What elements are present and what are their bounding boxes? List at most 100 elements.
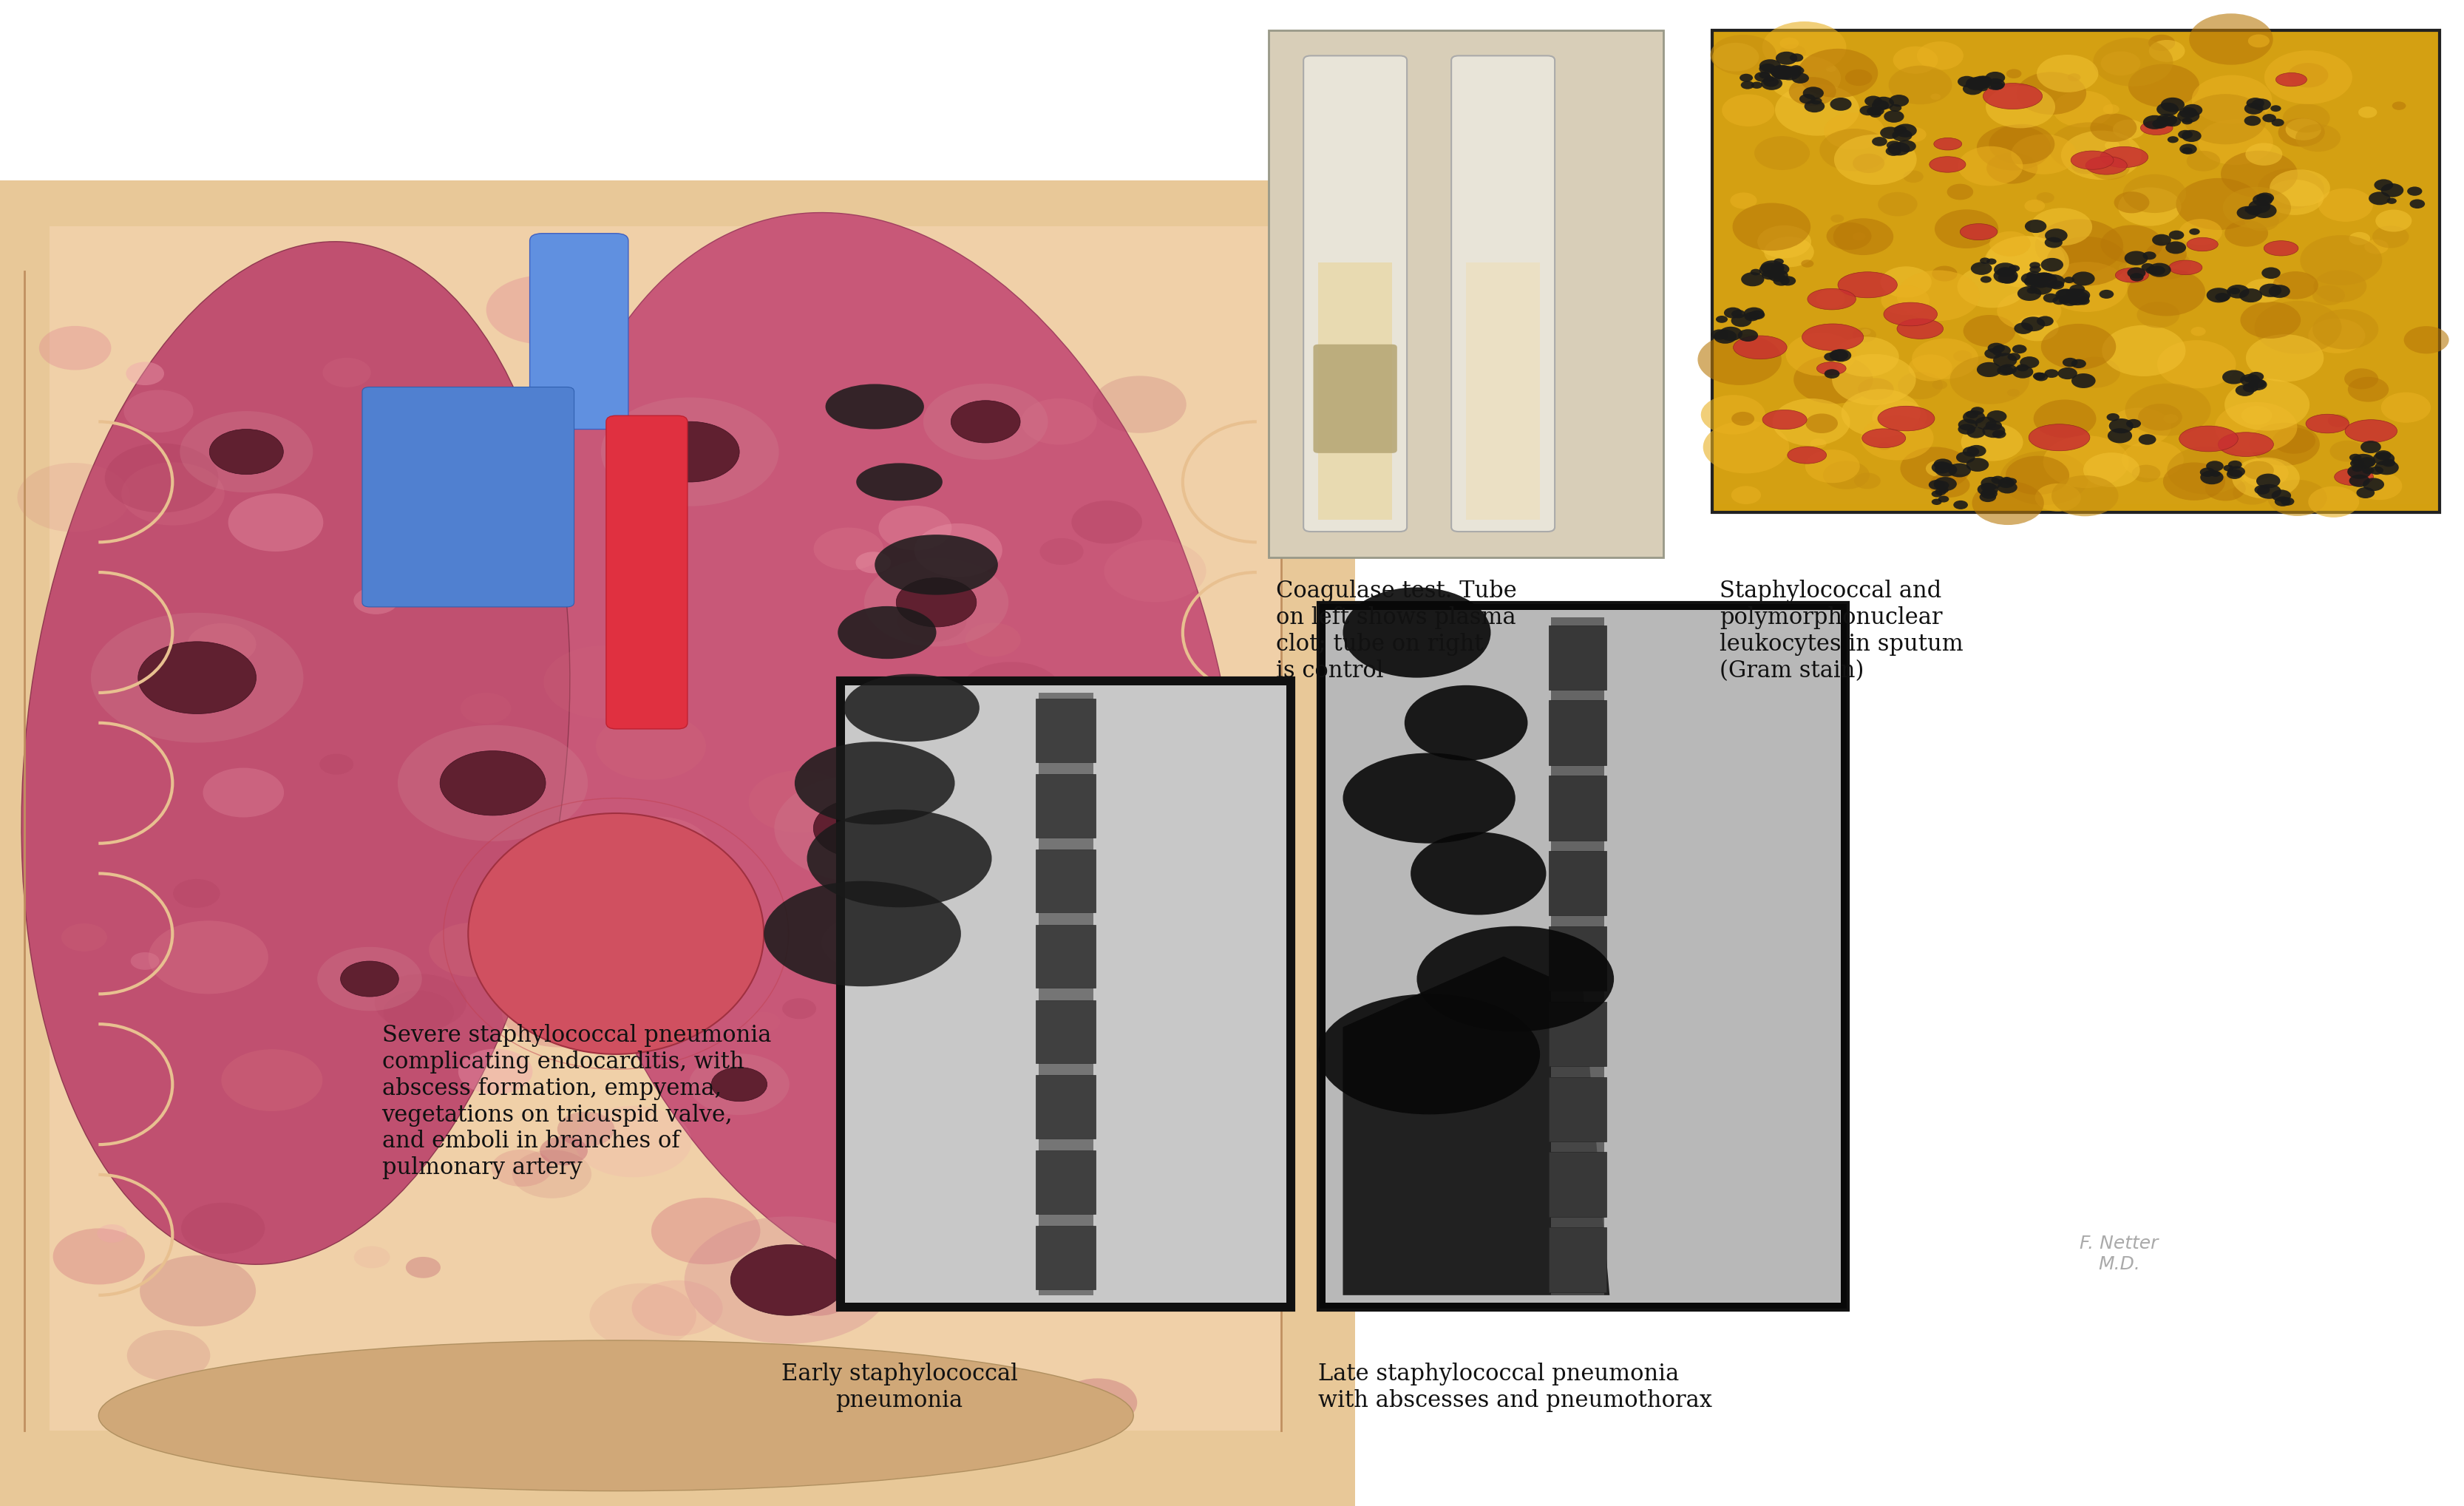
Circle shape — [2363, 467, 2375, 474]
Circle shape — [2072, 271, 2094, 286]
Circle shape — [2348, 376, 2388, 402]
Circle shape — [2035, 483, 2082, 512]
Circle shape — [1932, 267, 1956, 282]
Circle shape — [2407, 187, 2422, 196]
Circle shape — [813, 527, 885, 571]
Circle shape — [1993, 268, 2018, 283]
Circle shape — [2252, 380, 2267, 389]
Circle shape — [1720, 327, 1742, 340]
Circle shape — [1902, 170, 1924, 182]
Circle shape — [2067, 289, 2089, 301]
Circle shape — [2161, 98, 2186, 111]
Circle shape — [2178, 108, 2200, 123]
FancyBboxPatch shape — [1550, 776, 1607, 840]
Circle shape — [62, 923, 106, 952]
Circle shape — [2023, 276, 2043, 288]
Circle shape — [2102, 51, 2141, 75]
Circle shape — [2264, 50, 2353, 104]
Circle shape — [1868, 107, 1882, 116]
Circle shape — [2070, 357, 2119, 389]
Circle shape — [2269, 285, 2289, 298]
Circle shape — [2181, 148, 2193, 154]
Circle shape — [1966, 426, 1986, 438]
Circle shape — [2043, 274, 2065, 288]
Circle shape — [2188, 14, 2274, 65]
Circle shape — [1986, 86, 2055, 128]
FancyBboxPatch shape — [1035, 699, 1096, 762]
Circle shape — [939, 687, 1037, 747]
Circle shape — [2255, 301, 2341, 354]
Circle shape — [712, 1068, 766, 1101]
Circle shape — [2144, 252, 2156, 259]
Circle shape — [934, 977, 988, 1009]
Circle shape — [1774, 69, 1789, 80]
Circle shape — [1772, 264, 1789, 276]
Circle shape — [1932, 498, 1942, 505]
Circle shape — [1712, 330, 1737, 343]
Circle shape — [2067, 288, 2080, 297]
Circle shape — [1779, 276, 1796, 286]
Circle shape — [2001, 450, 2089, 505]
Circle shape — [2272, 428, 2316, 453]
Circle shape — [1890, 104, 1902, 111]
Circle shape — [1791, 66, 1804, 75]
Circle shape — [2030, 262, 2040, 268]
Circle shape — [1870, 110, 1882, 117]
Circle shape — [1774, 273, 1786, 280]
Circle shape — [1772, 399, 1850, 446]
Circle shape — [2178, 130, 2193, 139]
Circle shape — [1887, 140, 1902, 149]
Circle shape — [1759, 72, 1769, 78]
Circle shape — [1811, 98, 1821, 104]
Circle shape — [2060, 294, 2080, 306]
Circle shape — [1715, 316, 1727, 322]
Circle shape — [2373, 226, 2410, 248]
Circle shape — [2282, 497, 2294, 506]
Circle shape — [2065, 277, 2075, 283]
Circle shape — [1799, 48, 1878, 98]
Circle shape — [1964, 410, 1986, 423]
FancyBboxPatch shape — [1712, 30, 2439, 512]
Circle shape — [1929, 93, 1942, 99]
Text: Early staphylococcal
pneumonia: Early staphylococcal pneumonia — [781, 1363, 1018, 1413]
Circle shape — [2363, 477, 2385, 491]
Circle shape — [1961, 423, 2023, 461]
Circle shape — [2198, 119, 2272, 166]
Circle shape — [1828, 349, 1848, 361]
Circle shape — [1020, 399, 1096, 444]
Circle shape — [2242, 458, 2289, 488]
Circle shape — [2114, 191, 2149, 214]
Circle shape — [2149, 264, 2171, 277]
Circle shape — [2309, 486, 2358, 518]
Circle shape — [2107, 413, 2119, 422]
Circle shape — [2272, 489, 2292, 501]
Circle shape — [2247, 35, 2269, 48]
Circle shape — [1964, 315, 2016, 346]
Circle shape — [1966, 77, 1986, 90]
Circle shape — [1956, 265, 2028, 307]
Circle shape — [1786, 333, 1855, 376]
Circle shape — [1964, 83, 1984, 95]
Circle shape — [2089, 113, 2136, 142]
Circle shape — [2368, 191, 2390, 205]
Circle shape — [2257, 473, 2279, 488]
Circle shape — [983, 1256, 1067, 1307]
Circle shape — [503, 976, 618, 1047]
Circle shape — [2099, 289, 2114, 298]
Circle shape — [1887, 142, 1910, 155]
Circle shape — [1981, 258, 1991, 264]
Circle shape — [2365, 239, 2388, 255]
Circle shape — [2328, 414, 2348, 428]
Circle shape — [2043, 294, 2057, 303]
Circle shape — [407, 1258, 441, 1279]
Circle shape — [732, 1245, 845, 1315]
Circle shape — [1725, 307, 1742, 318]
Circle shape — [2232, 480, 2272, 505]
Circle shape — [1764, 77, 1779, 87]
Circle shape — [2223, 370, 2245, 384]
Circle shape — [1984, 236, 2070, 288]
Circle shape — [2215, 402, 2296, 452]
Circle shape — [1954, 351, 1971, 361]
Circle shape — [2136, 301, 2181, 328]
Circle shape — [2257, 169, 2324, 209]
